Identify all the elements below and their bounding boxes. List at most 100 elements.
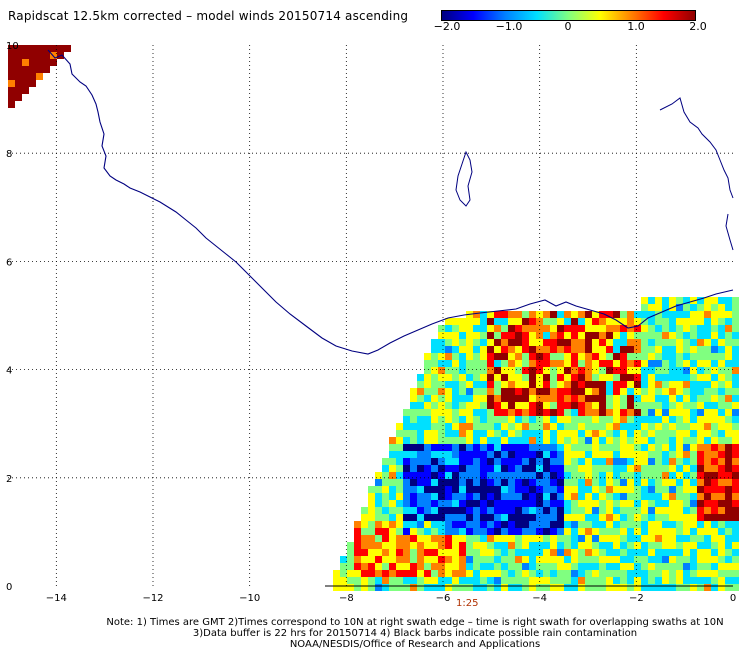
- wind-cell: [438, 437, 445, 444]
- wind-cell: [690, 339, 697, 346]
- wind-cell: [718, 402, 725, 409]
- wind-cell: [564, 493, 571, 500]
- wind-cell: [473, 458, 480, 465]
- wind-cell: [480, 444, 487, 451]
- wind-cell: [648, 577, 655, 584]
- wind-cell: [473, 346, 480, 353]
- wind-cell: [480, 493, 487, 500]
- wind-cell: [697, 521, 704, 528]
- wind-cell: [375, 500, 382, 507]
- wind-cell: [627, 521, 634, 528]
- wind-cell: [697, 563, 704, 570]
- wind-cell: [662, 493, 669, 500]
- wind-cell: [508, 577, 515, 584]
- wind-cell: [718, 297, 725, 304]
- wind-cell: [655, 325, 662, 332]
- wind-cell: [473, 577, 480, 584]
- wind-cell: [641, 423, 648, 430]
- wind-cell: [648, 402, 655, 409]
- wind-cell: [543, 402, 550, 409]
- wind-cell: [725, 444, 732, 451]
- wind-cell: [550, 563, 557, 570]
- wind-cell: [627, 465, 634, 472]
- wind-cell: [655, 479, 662, 486]
- wind-cell: [522, 430, 529, 437]
- lat-lon-grid: [8, 45, 733, 586]
- wind-cell: [452, 451, 459, 458]
- wind-cell: [599, 556, 606, 563]
- wind-cell: [690, 353, 697, 360]
- wind-cell: [522, 570, 529, 577]
- wind-cell: [480, 311, 487, 318]
- wind-cell: [627, 430, 634, 437]
- wind-cell: [613, 465, 620, 472]
- wind-cell: [340, 577, 347, 584]
- wind-cell: [389, 556, 396, 563]
- wind-cell: [613, 346, 620, 353]
- wind-cell: [585, 528, 592, 535]
- wind-cell: [585, 395, 592, 402]
- wind-cell: [494, 577, 501, 584]
- wind-cell: [403, 486, 410, 493]
- wind-cell: [571, 353, 578, 360]
- wind-cell: [620, 339, 627, 346]
- colorbar-tick-min: −2.0: [433, 20, 461, 33]
- wind-cell: [683, 388, 690, 395]
- wind-cell: [697, 514, 704, 521]
- wind-cell: [410, 423, 417, 430]
- colorbar-tick-neg1: −1.0: [495, 20, 523, 33]
- wind-cell: [655, 339, 662, 346]
- wind-cell: [669, 584, 676, 591]
- wind-cell: [613, 556, 620, 563]
- wind-cell: [585, 493, 592, 500]
- wind-cell: [515, 381, 522, 388]
- wind-cell: [711, 360, 718, 367]
- wind-cell: [564, 486, 571, 493]
- wind-cell: [550, 360, 557, 367]
- wind-cell: [655, 444, 662, 451]
- wind-cell: [536, 388, 543, 395]
- wind-cell: [725, 577, 732, 584]
- x-tick-label: −14: [46, 593, 67, 604]
- wind-cell: [690, 556, 697, 563]
- wind-cell: [655, 472, 662, 479]
- wind-cell: [571, 311, 578, 318]
- wind-cell: [711, 458, 718, 465]
- wind-cell: [669, 472, 676, 479]
- wind-cell: [347, 570, 354, 577]
- wind-cell: [501, 479, 508, 486]
- wind-cell: [676, 479, 683, 486]
- wind-cell: [718, 493, 725, 500]
- wind-cell: [585, 514, 592, 521]
- wind-cell: [466, 584, 473, 591]
- wind-cell: [522, 367, 529, 374]
- wind-cell: [431, 549, 438, 556]
- wind-cell: [662, 584, 669, 591]
- wind-cell: [8, 59, 15, 66]
- wind-cell: [550, 381, 557, 388]
- wind-cell: [15, 87, 22, 94]
- wind-cell: [445, 381, 452, 388]
- wind-cell: [592, 430, 599, 437]
- wind-cell: [725, 395, 732, 402]
- wind-cell: [711, 472, 718, 479]
- wind-cell: [564, 423, 571, 430]
- wind-cell: [382, 584, 389, 591]
- wind-cell: [487, 416, 494, 423]
- wind-cell: [662, 395, 669, 402]
- wind-cell: [347, 584, 354, 591]
- wind-cell: [676, 500, 683, 507]
- wind-cell: [438, 472, 445, 479]
- wind-cell: [459, 542, 466, 549]
- wind-cell: [501, 318, 508, 325]
- wind-cell: [648, 367, 655, 374]
- wind-cell: [459, 381, 466, 388]
- wind-cell: [704, 388, 711, 395]
- wind-cell: [697, 381, 704, 388]
- wind-cell: [389, 479, 396, 486]
- wind-cell: [480, 360, 487, 367]
- wind-cell: [480, 388, 487, 395]
- wind-cell: [473, 563, 480, 570]
- wind-cell: [648, 388, 655, 395]
- wind-cell: [487, 563, 494, 570]
